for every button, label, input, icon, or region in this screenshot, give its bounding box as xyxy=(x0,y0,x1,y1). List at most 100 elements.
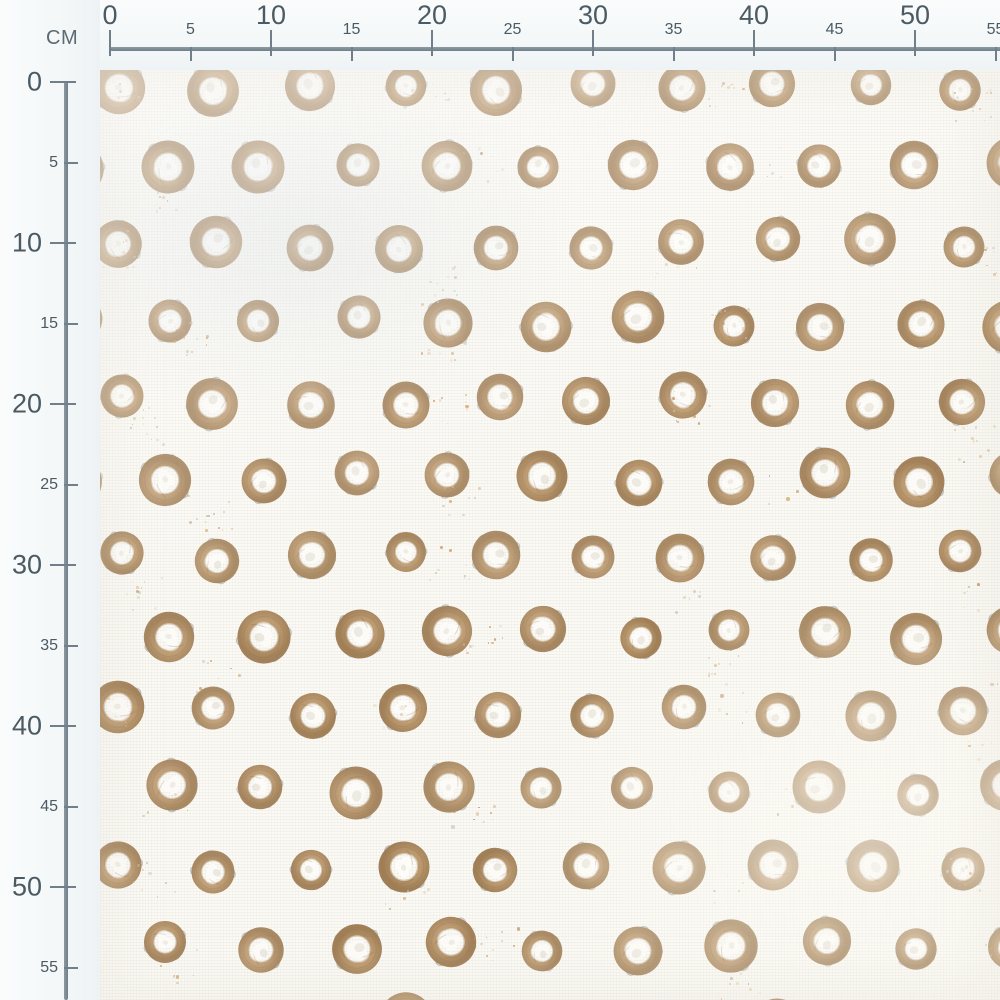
speckle-dot xyxy=(485,933,487,935)
speckle-dot xyxy=(176,981,180,985)
cm-unit-label: CM xyxy=(46,27,79,49)
nest-motif xyxy=(139,138,197,196)
speckle-dot xyxy=(154,606,157,610)
speckle-dot xyxy=(692,589,696,593)
speckle-dot xyxy=(124,721,127,723)
nest-motif xyxy=(281,219,339,277)
nest-motif xyxy=(984,446,1000,504)
nest-motif xyxy=(370,220,428,278)
nest-motif xyxy=(610,454,668,512)
nest-motif xyxy=(743,70,801,113)
nest-motif xyxy=(609,288,667,346)
speckle-dot xyxy=(501,637,504,639)
speckle-dot xyxy=(993,425,996,428)
nest-motif xyxy=(328,920,386,978)
speckle-dot xyxy=(462,513,465,517)
speckle-dot xyxy=(228,501,231,503)
nest-motif xyxy=(283,526,341,584)
speckle-dot xyxy=(483,821,485,823)
speckle-dot xyxy=(464,401,466,403)
nest-motif xyxy=(100,609,107,667)
fabric-swatch[interactable] xyxy=(100,70,1000,1000)
speckle-dot xyxy=(491,155,493,157)
speckle-dot xyxy=(665,262,669,266)
ruler-tick-major xyxy=(592,30,594,56)
nest-motif xyxy=(557,372,615,430)
top-ruler-gutter xyxy=(0,0,1000,70)
speckle-dot xyxy=(968,585,971,588)
speckle-dot xyxy=(130,580,132,582)
speckle-dot xyxy=(444,93,446,95)
nest-motif xyxy=(100,453,106,511)
speckle-dot xyxy=(196,949,199,952)
speckle-dot xyxy=(223,511,226,514)
nest-motif xyxy=(892,295,950,353)
nest-motif xyxy=(889,766,947,824)
speckle-dot xyxy=(161,442,165,447)
speckle-dot xyxy=(218,527,221,530)
speckle-dot xyxy=(454,275,458,280)
speckle-dot xyxy=(971,87,973,90)
speckle-dot xyxy=(175,208,178,212)
nest-motif xyxy=(748,996,806,1000)
speckle-dot xyxy=(140,587,143,589)
speckle-dot xyxy=(731,83,733,86)
speckle-dot xyxy=(990,116,993,119)
nest-motif xyxy=(612,609,670,667)
left-ruler-gutter xyxy=(0,0,100,1000)
speckle-dot xyxy=(237,673,242,677)
ruler-tick-minor xyxy=(511,47,514,61)
nest-motif xyxy=(282,841,340,899)
speckle-dot xyxy=(448,548,452,552)
speckle-dot xyxy=(423,891,426,894)
speckle-dot xyxy=(449,359,453,363)
nest-motif xyxy=(327,764,385,822)
speckle-dot xyxy=(978,853,980,855)
speckle-dot xyxy=(745,711,747,713)
speckle-dot xyxy=(156,426,158,428)
nest-motif xyxy=(937,995,995,1000)
ruler-tick-minor xyxy=(672,47,675,61)
speckle-dot xyxy=(190,350,193,353)
ruler-label-minor: 25 xyxy=(503,21,522,38)
speckle-dot xyxy=(126,230,129,232)
ruler-label-major: 30 xyxy=(11,549,42,580)
nest-motif xyxy=(512,759,570,817)
speckle-dot xyxy=(193,974,195,976)
nest-motif xyxy=(232,921,290,979)
speckle-dot xyxy=(707,672,711,676)
speckle-dot xyxy=(142,814,145,818)
speckle-dot xyxy=(501,930,503,933)
nest-motif xyxy=(330,288,388,346)
speckle-dot xyxy=(431,83,434,85)
nest-motif xyxy=(842,687,900,745)
nest-motif xyxy=(934,840,992,898)
nest-motif xyxy=(418,602,476,660)
ruler-label-minor: 55 xyxy=(40,958,58,976)
speckle-dot xyxy=(779,176,782,178)
nest-motif xyxy=(377,376,435,434)
speckle-dot xyxy=(205,344,208,346)
ruler-label-minor: 5 xyxy=(49,153,58,171)
speckle-dot xyxy=(487,642,490,645)
nest-motif xyxy=(651,529,709,587)
speckle-dot xyxy=(959,872,962,874)
speckle-dot xyxy=(411,89,414,93)
speckle-dot xyxy=(490,811,493,814)
speckle-dot xyxy=(745,311,748,314)
speckle-dot xyxy=(990,683,994,687)
speckle-dot xyxy=(156,896,159,898)
nest-motif xyxy=(702,917,760,975)
vertical-ruler: 0 10 20 30 40 50 5 15 25 35 45 55 xyxy=(0,0,100,1000)
ruler-label-minor: 15 xyxy=(342,21,361,38)
speckle-dot xyxy=(778,146,781,149)
speckle-dot xyxy=(688,598,690,600)
nest-motif xyxy=(841,210,899,268)
speckle-dot xyxy=(451,825,455,829)
speckle-dot xyxy=(119,82,121,85)
speckle-dot xyxy=(768,503,770,505)
nest-motif xyxy=(184,843,242,901)
speckle-dot xyxy=(718,708,722,712)
nest-motif xyxy=(420,758,478,816)
speckle-dot xyxy=(954,120,957,123)
